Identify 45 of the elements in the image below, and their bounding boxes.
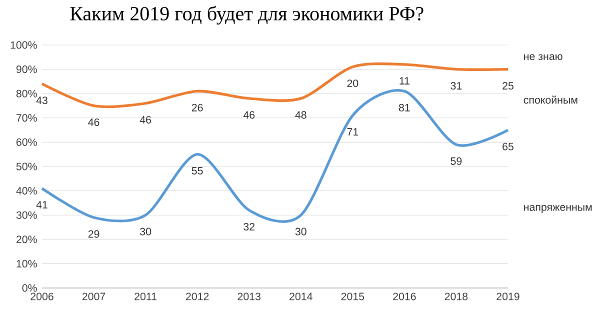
x-tick-label: 2007 bbox=[82, 292, 106, 300]
chart-title: Каким 2019 год будет для экономики РФ? bbox=[70, 6, 424, 25]
x-tick-label: 2019 bbox=[496, 292, 520, 300]
y-tick-label: 100% bbox=[10, 41, 37, 49]
annotation: 46 bbox=[140, 116, 152, 124]
data-label: 71 bbox=[347, 128, 358, 136]
annotation: 20 bbox=[347, 80, 358, 88]
text: напряженным bbox=[524, 205, 592, 213]
data-label: 65 bbox=[502, 142, 514, 150]
data-label: 81 bbox=[398, 104, 410, 112]
text: спокойным bbox=[524, 96, 578, 104]
data-label: 30 bbox=[140, 228, 152, 236]
x-tick-label: 2014 bbox=[290, 292, 312, 300]
data-label: 29 bbox=[88, 230, 100, 238]
data-label: 55 bbox=[192, 167, 203, 174]
annotation: 11 bbox=[400, 77, 410, 84]
data-label: 32 bbox=[244, 222, 254, 230]
x-tick-label: 2016 bbox=[393, 292, 416, 300]
y-tick-label: 80% bbox=[16, 90, 37, 98]
annotation: 43 bbox=[36, 96, 48, 104]
annotation: 46 bbox=[88, 118, 100, 126]
data-label: 30 bbox=[295, 228, 306, 236]
data-label: 41 bbox=[36, 201, 48, 208]
y-tick-label: 0% bbox=[22, 284, 37, 292]
annotation: 31 bbox=[450, 82, 462, 90]
x-tick-label: 2018 bbox=[444, 292, 468, 300]
data-label: 59 bbox=[450, 157, 462, 165]
x-tick-label: 2015 bbox=[341, 292, 364, 300]
y-tick-label: 10% bbox=[16, 260, 37, 268]
x-tick-label: 2011 bbox=[134, 292, 157, 300]
y-tick-label: 40% bbox=[16, 187, 37, 195]
annotation: 25 bbox=[502, 82, 514, 90]
y-tick-label: 30% bbox=[16, 211, 37, 219]
y-tick-label: 50% bbox=[16, 162, 37, 170]
y-tick-label: 20% bbox=[16, 236, 37, 244]
annotation: 48 bbox=[295, 111, 306, 119]
y-tick-label: 70% bbox=[16, 114, 37, 122]
text: не знаю bbox=[524, 54, 562, 60]
x-tick-label: 2006 bbox=[30, 292, 54, 300]
y-tick-label: 60% bbox=[16, 138, 37, 146]
annotation: 46 bbox=[243, 111, 255, 119]
x-tick-label: 2012 bbox=[186, 292, 209, 300]
annotation: 26 bbox=[192, 104, 203, 112]
y-tick-label: 90% bbox=[16, 66, 37, 74]
x-tick-label: 2013 bbox=[238, 292, 260, 300]
